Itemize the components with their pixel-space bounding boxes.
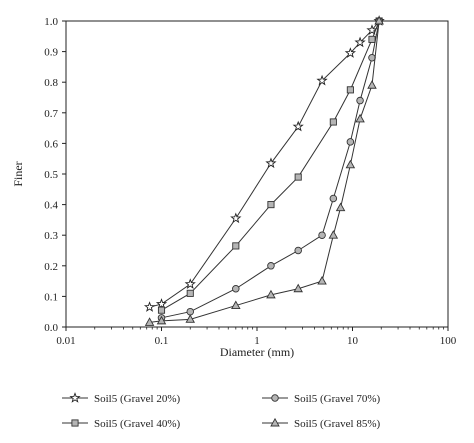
y-tick-label: 0.9 [44,47,58,59]
data-point [293,283,303,293]
y-tick-label: 0.2 [44,261,58,273]
y-axis: 0.0 0.1 0.2 0.3 0.4 0.5 0.6 0.7 0.8 0.9 1.0 [44,16,66,334]
data-point [317,275,327,285]
y-tick-label: 0.0 [44,322,58,334]
data-point [232,285,240,293]
data-point [335,202,346,212]
data-point [345,159,356,169]
data-point [265,157,277,169]
x-tick-label: 100 [440,335,457,347]
data-point [318,231,326,239]
data-point [184,278,196,289]
data-point [186,289,194,297]
y-tick-label: 0.1 [44,291,58,303]
x-tick-label: 0.01 [56,335,75,347]
data-point [316,74,328,86]
data-point [266,289,276,299]
data-point [346,138,355,146]
data-point [344,47,356,58]
data-point [294,173,302,181]
data-point [367,80,377,89]
y-tick-label: 0.6 [44,138,58,150]
data-point [185,314,196,323]
data-point [328,230,339,239]
data-point [329,194,338,203]
data-point [143,301,156,312]
data-point [71,419,79,427]
data-point [294,246,302,255]
data-point [329,118,337,126]
y-tick-label: 0.5 [44,169,58,181]
legend-item: Soil5 (Gravel 40%) [62,418,180,430]
data-point [355,113,365,123]
legend-label: Soil5 (Gravel 85%) [294,418,380,430]
data-point [230,212,242,224]
x-tick-label: 10 [347,335,359,347]
data-point [270,417,280,427]
series-4 [144,15,384,326]
data-point [186,307,194,316]
series-layer [143,15,385,326]
data-point [231,300,241,310]
data-point [156,315,167,325]
legend-item: Soil5 (Gravel 70%) [262,393,380,405]
series-3 [157,17,383,322]
data-point [144,317,155,326]
data-point [292,120,304,132]
legend-label: Soil5 (Gravel 20%) [94,393,180,405]
data-point [232,242,240,250]
data-point [69,392,81,403]
data-point [346,86,354,94]
legend-label: Soil5 (Gravel 40%) [94,418,180,430]
y-tick-label: 0.8 [44,77,58,89]
data-point [267,262,275,270]
data-point [157,306,166,314]
legend: Soil5 (Gravel 20%) Soil5 (Gravel 40%) Soil… [62,392,380,430]
y-tick-label: 0.7 [44,108,58,120]
x-tick-label: 1 [254,335,260,347]
y-tick-label: 0.4 [44,200,58,212]
legend-item: Soil5 (Gravel 20%) [62,392,180,405]
data-point [155,298,168,309]
data-point [267,201,275,209]
legend-item: Soil5 (Gravel 85%) [262,417,380,430]
x-axis-title: Diameter (mm) [220,345,294,359]
data-point [271,394,279,402]
data-point [356,96,364,105]
x-axis: 0.01 0.1 1 10 100 [56,327,457,347]
data-point [354,36,366,48]
x-tick-label: 0.1 [155,335,169,347]
y-axis-title: Finer [11,161,25,186]
y-tick-label: 0.3 [44,230,58,242]
data-point [368,35,376,43]
data-point [366,24,378,35]
data-point [374,15,384,25]
y-tick-label: 1.0 [44,16,58,28]
legend-label: Soil5 (Gravel 70%) [294,393,380,405]
